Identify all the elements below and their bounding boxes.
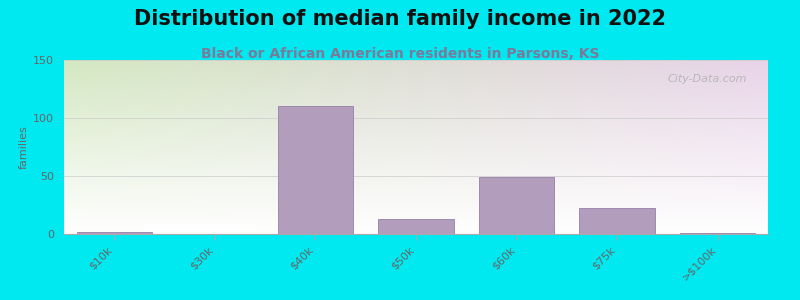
Text: City-Data.com: City-Data.com bbox=[667, 74, 747, 84]
Bar bbox=[77, 232, 152, 234]
Bar bbox=[278, 106, 353, 234]
Bar bbox=[680, 233, 755, 234]
Bar bbox=[378, 219, 454, 234]
Bar bbox=[579, 208, 655, 234]
Y-axis label: families: families bbox=[19, 125, 29, 169]
Text: Black or African American residents in Parsons, KS: Black or African American residents in P… bbox=[201, 46, 599, 61]
Text: Distribution of median family income in 2022: Distribution of median family income in … bbox=[134, 9, 666, 29]
Bar bbox=[479, 177, 554, 234]
